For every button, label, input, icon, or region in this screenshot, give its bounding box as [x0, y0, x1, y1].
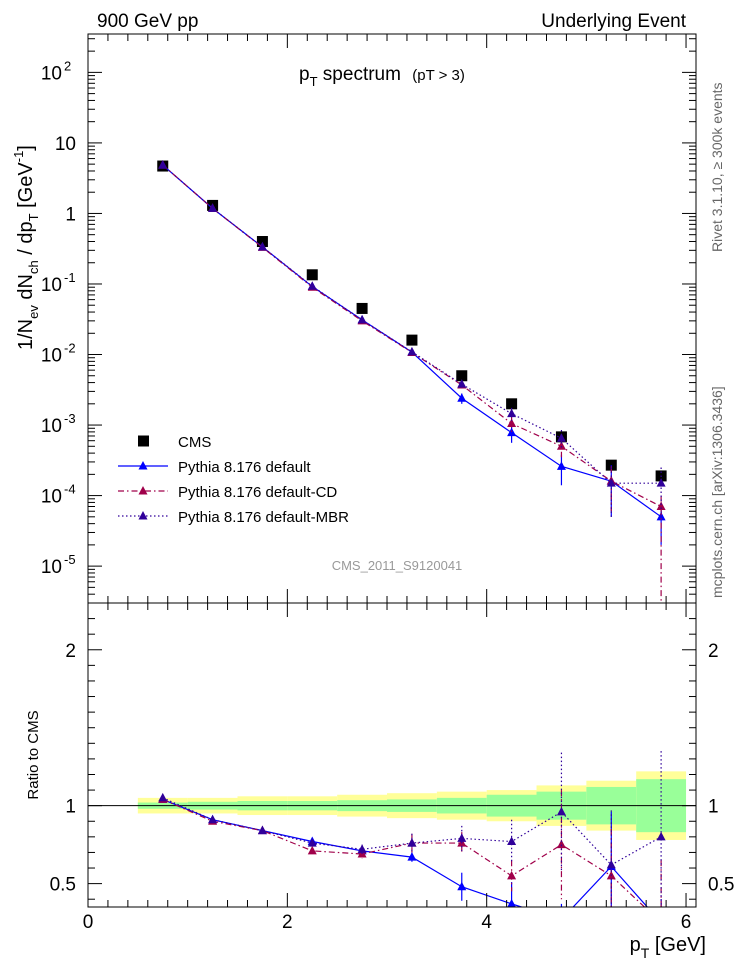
ratio-clip-group: [158, 751, 666, 927]
ratio-point: [357, 844, 367, 853]
data-point-cms: [406, 334, 418, 346]
legend-label: Pythia 8.176 default: [178, 459, 311, 476]
legend: CMS Pythia 8.176 default Pythia 8.176 defa…: [118, 434, 349, 526]
x-tick-label: 6: [681, 912, 692, 933]
data-point-cms: [456, 370, 468, 382]
data-point-mc: [656, 501, 666, 511]
y-tick-label-exp: -1: [64, 270, 76, 285]
ratio-y-label-right: 1: [708, 797, 719, 818]
legend-marker: [138, 486, 148, 495]
x-axis-label: pT [GeV]: [630, 934, 706, 961]
ratio-point: [257, 825, 267, 835]
data-point-mc: [606, 478, 616, 487]
ratio-point: [158, 792, 168, 802]
x-tick-label: 4: [481, 912, 492, 933]
legend-marker: [138, 461, 148, 470]
data-point-cms: [506, 398, 518, 410]
ratio-point: [657, 918, 666, 927]
ratio-point: [656, 831, 666, 841]
y-tick-label: 10: [41, 346, 62, 367]
ratio-point: [657, 918, 666, 927]
legend-label: Pythia 8.176 default-CD: [178, 484, 337, 501]
y-tick-label-exp: -2: [64, 341, 76, 356]
legend-label: CMS: [178, 434, 211, 451]
main-ylabel: 1/Nev dNch / dpT [GeV-1]: [11, 145, 41, 350]
data-point-mc: [507, 418, 517, 428]
header-left: 900 GeV pp: [97, 11, 198, 32]
data-point-cms: [256, 236, 268, 248]
legend-marker: [138, 435, 149, 447]
y-tick-label: 10: [41, 275, 62, 296]
data-point-mc: [507, 427, 517, 437]
ratio-point: [407, 852, 417, 861]
data-point-mc: [307, 281, 317, 290]
title-rest: spectrum: [318, 64, 401, 85]
ratio-point: [208, 814, 218, 824]
ratio-point: [556, 839, 566, 849]
ratio-point: [557, 914, 566, 923]
ratio-y-label-left: 0.5: [50, 875, 76, 896]
ratio-point: [606, 859, 616, 869]
data-point-mc: [158, 160, 168, 169]
main-series: [157, 160, 667, 603]
x-tick-label: 0: [83, 912, 94, 933]
data-point-mc: [457, 393, 467, 402]
data-point-mc: [357, 314, 367, 324]
data-point-mc: [407, 346, 417, 356]
ratio-y-label-right: 2: [708, 641, 719, 662]
ratio-point: [507, 836, 517, 846]
title-p: p: [299, 64, 310, 85]
ratio-point: [307, 838, 317, 847]
ratio-point: [407, 838, 417, 847]
ratio-y-label-left: 2: [65, 641, 76, 662]
legend-marker: [138, 511, 148, 520]
side-label-top: Rivet 3.1.10, ≥ 300k events: [709, 82, 725, 252]
x-tick-label: 2: [282, 912, 293, 933]
title-sub: T: [310, 74, 318, 89]
title-cut: (pT > 3): [412, 67, 465, 84]
ratio-series: [158, 751, 666, 927]
y-tick-label-exp: 2: [64, 58, 71, 73]
y-tick-label: 10: [41, 63, 62, 84]
data-point-mc: [257, 241, 267, 251]
data-point-mc: [507, 408, 517, 418]
chart-title: pT spectrum (pT > 3): [299, 64, 465, 89]
data-point-cms: [306, 269, 318, 281]
ratio-point: [457, 881, 467, 891]
ratio-y-label-right: 0.5: [708, 875, 734, 896]
y-tick-label-exp: -4: [64, 482, 76, 497]
y-tick-label: 10: [55, 134, 76, 155]
ratio-frame: [87, 602, 697, 908]
y-tick-label: 10: [41, 557, 62, 578]
series-line-3: [162, 164, 662, 484]
legend-label: Pythia 8.176 default-MBR: [178, 509, 349, 526]
watermark: CMS_2011_S9120041: [332, 558, 463, 573]
ratio-point: [507, 870, 517, 880]
ratio-point: [507, 898, 516, 907]
y-tick-label: 1: [65, 204, 76, 225]
header-right: Underlying Event: [541, 11, 686, 32]
ratio-point: [457, 833, 467, 842]
y-tick-label: 10: [41, 487, 62, 508]
data-point-mc: [457, 379, 467, 388]
data-point-mc: [656, 478, 666, 487]
data-point-mc: [556, 461, 566, 470]
data-point-mc: [556, 433, 566, 442]
ratio-axes: 0.5 0.5 1 1 2 2 0 2 4 6: [50, 602, 734, 933]
ratio-y-label-left: 1: [65, 797, 76, 818]
y-tick-label: 10: [41, 416, 62, 437]
ratio-point: [556, 806, 566, 816]
side-label-bottom: mcplots.cern.ch [arXiv:1306.3436]: [709, 386, 725, 598]
data-point-mc: [208, 203, 218, 212]
ratio-ylabel: Ratio to CMS: [25, 710, 42, 799]
ratio-bands: [88, 771, 696, 840]
y-tick-label-exp: -3: [64, 411, 76, 426]
data-point-mc: [556, 441, 566, 450]
ratio-point: [307, 845, 317, 855]
y-tick-label-exp: -5: [64, 552, 76, 567]
data-point-cms: [356, 302, 368, 314]
